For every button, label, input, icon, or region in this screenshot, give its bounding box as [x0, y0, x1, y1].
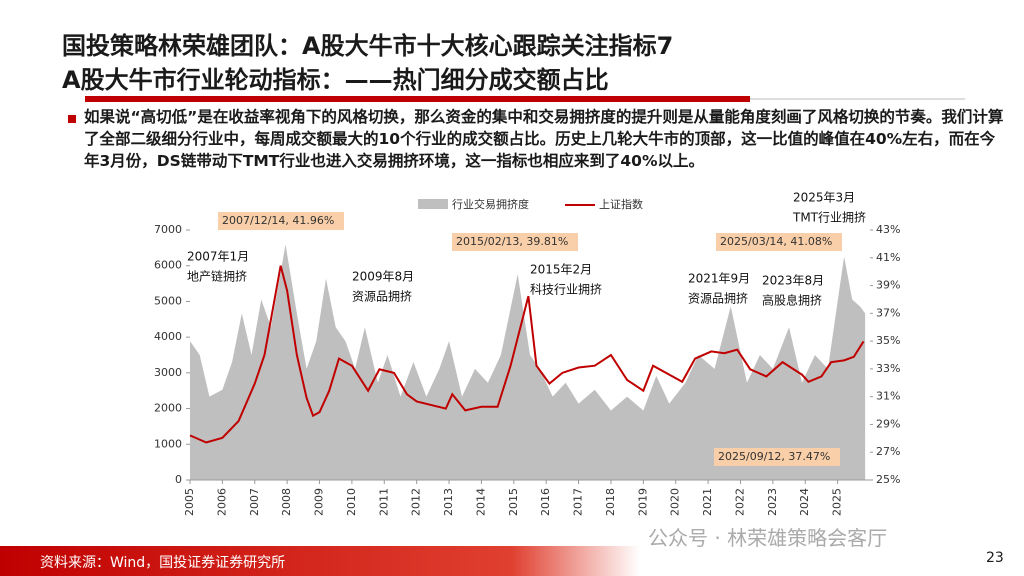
x-tick-label: 2019: [636, 488, 649, 516]
x-tick-label: 2017: [572, 488, 585, 516]
title-underline: [85, 96, 750, 102]
x-tick-label: 2020: [669, 488, 682, 516]
y2-tick-label: 39%: [876, 279, 900, 292]
callout: 2007年1月: [187, 250, 249, 264]
annotation-box: [714, 448, 840, 466]
callout: TMT行业拥挤: [792, 210, 866, 225]
footer-bar: [0, 546, 640, 576]
y-tick-label: 7000: [154, 223, 182, 236]
x-tick-label: 2022: [733, 488, 746, 516]
x-tick-label: 2009: [313, 488, 326, 516]
y-tick-label: 1000: [154, 437, 182, 450]
watermark: 公众号 · 林荣雄策略会客厅: [648, 526, 888, 550]
callout: 2023年8月: [762, 274, 824, 288]
x-tick-label: 2013: [442, 488, 455, 516]
annotation-box: [716, 233, 842, 251]
y-tick-label: 6000: [154, 259, 182, 272]
x-tick-label: 2016: [539, 488, 552, 516]
legend-label: 上证指数: [599, 197, 643, 211]
x-tick-label: 2012: [410, 488, 423, 516]
title-line1: 国投策略林荣雄团队：A股大牛市十大核心跟踪关注指标7: [62, 32, 674, 60]
x-tick-label: 2023: [766, 488, 779, 516]
x-tick-label: 2018: [604, 488, 617, 516]
x-tick-label: 2021: [701, 488, 714, 516]
y2-tick-label: 35%: [876, 334, 900, 347]
y-tick-label: 5000: [154, 294, 182, 307]
line: [189, 265, 865, 444]
y-tick-label: 0: [175, 473, 182, 486]
callout: 2009年8月: [352, 270, 414, 284]
annotation-box: [452, 233, 578, 251]
y2-tick-label: 31%: [876, 390, 900, 403]
y2-tick-label: 29%: [876, 417, 900, 430]
callout: 高股息拥挤: [762, 293, 822, 308]
source: 资料来源：Wind，国投证券证券研究所: [40, 555, 286, 571]
callout: 2015年2月: [530, 263, 592, 277]
x-tick-label: 2006: [215, 488, 228, 516]
annotation-box: [218, 212, 344, 230]
y2-tick-label: 27%: [876, 445, 900, 458]
bullet-marker: [68, 115, 76, 123]
x-tick-label: 2010: [345, 488, 358, 516]
y-tick-label: 2000: [154, 402, 182, 415]
area: [190, 244, 866, 480]
y2-tick-label: 41%: [876, 251, 900, 264]
callout: 地产链拥挤: [187, 269, 247, 284]
x-tick-label: 2007: [248, 488, 261, 516]
x-tick-label: 2008: [280, 488, 293, 516]
x-tick-label: 2025: [831, 488, 844, 516]
annotation: 2015/02/13, 39.81%: [456, 235, 568, 248]
y-tick-label: 3000: [154, 366, 182, 379]
callout: 2021年9月: [688, 272, 750, 286]
x-tick-label: 2011: [377, 488, 390, 516]
annotation: 2007/12/14, 41.96%: [222, 214, 334, 227]
title-line2: A股大牛市行业轮动指标：——热门细分成交额占比: [62, 66, 609, 94]
x-tick-label: 2024: [798, 488, 811, 516]
x-tick-label: 2015: [507, 488, 520, 516]
y2-tick-label: 33%: [876, 362, 900, 375]
page-number: 23: [986, 550, 1004, 566]
y2-tick-label: 43%: [876, 223, 900, 236]
bullet-text: 如果说“高切低”是在收益率视角下的风格切换，那么资金的集中和交易拥挤度的提升则是…: [84, 108, 1004, 170]
title-rule: [750, 98, 965, 100]
x-tick-label: 2014: [474, 488, 487, 516]
callout: 资源品拥挤: [688, 291, 748, 306]
y2-tick-label: 37%: [876, 306, 900, 319]
callout: 科技行业拥挤: [530, 282, 602, 297]
y2-tick-label: 25%: [876, 473, 900, 486]
x-tick-label: 2005: [183, 488, 196, 516]
callout: 资源品拥挤: [352, 289, 412, 304]
annotation: 2025/09/12, 37.47%: [718, 450, 830, 463]
annotation: 2025/03/14, 41.08%: [720, 235, 832, 248]
legend-swatch: [418, 199, 448, 209]
callout: 2025年3月: [793, 191, 855, 205]
y-tick-label: 4000: [154, 330, 182, 343]
legend-label: 行业交易拥挤度: [452, 197, 529, 211]
